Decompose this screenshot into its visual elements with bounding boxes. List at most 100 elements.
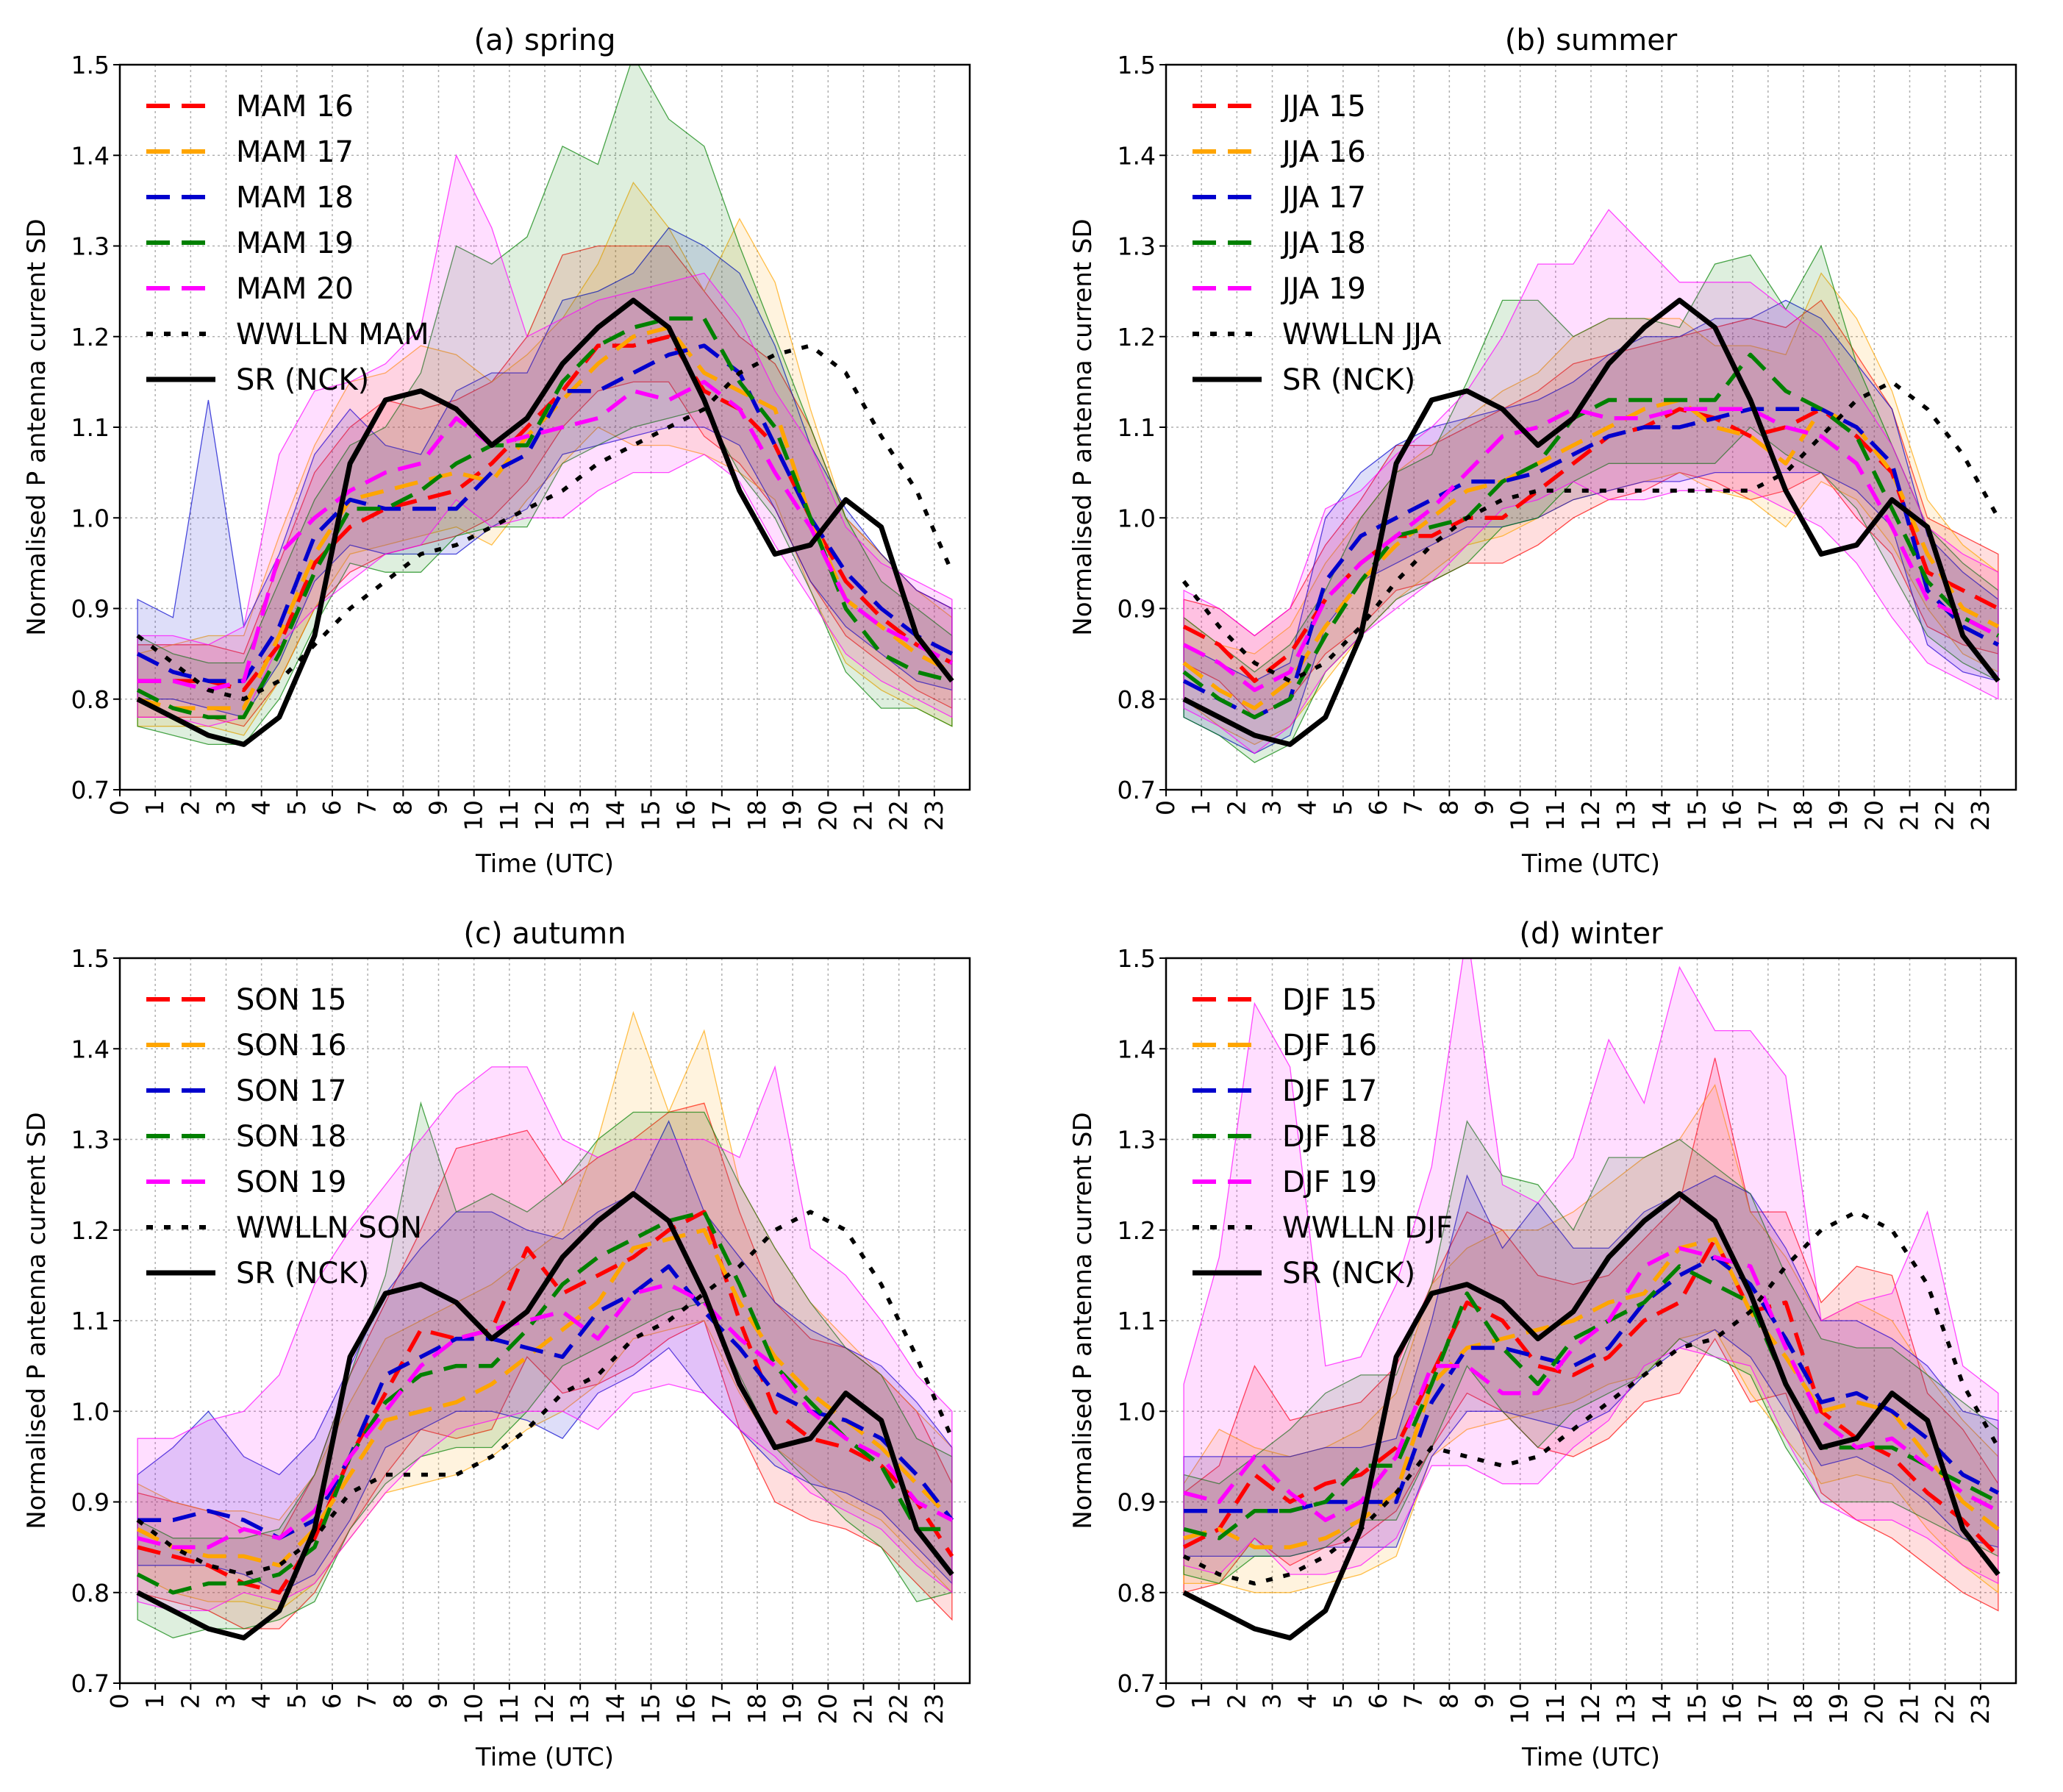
x-tick-label: 6 [318,1693,346,1709]
x-tick-label: 17 [707,800,736,831]
y-tick-label: 1.5 [1118,944,1156,973]
x-tick-label: 2 [1222,800,1251,815]
x-tick-label: 20 [813,1693,842,1724]
x-tick-label: 16 [672,800,701,831]
x-tick-label: 16 [1718,800,1747,831]
y-tick-label: 0.9 [71,595,110,624]
legend: DJF 15 DJF 16 DJF 17 DJF 18 DJF 19 WWLLN DJF S… [1193,983,1453,1291]
y-axis-label: Normalised P antenna current SD [22,1112,51,1529]
legend-label: WWLLN JJA [1282,318,1442,351]
panel-2: 0 1 2 3 4 5 6 7 8 9 10 11 12 13 14 15 16 17 18 19 20 21 22 230.… [1068,24,2017,879]
y-tick-label: 1.5 [71,51,110,79]
legend-label: MAM 20 [236,272,354,306]
x-tick-label: 0 [105,1693,134,1709]
y-tick-label: 0.7 [71,1669,110,1698]
x-tick-label: 18 [743,1693,771,1724]
x-tick-label: 7 [1399,1693,1428,1709]
band-4 [1183,958,1999,1585]
panel-title: (d) winter [1519,917,1663,951]
legend-label: SON 19 [236,1165,346,1199]
y-tick-label: 1.2 [1118,1216,1156,1245]
x-tick-label: 3 [212,1693,240,1709]
legend-label: WWLLN SON [236,1211,422,1245]
x-tick-label: 21 [1895,800,1924,831]
y-tick-label: 1.3 [71,232,110,261]
x-tick-label: 10 [1506,800,1534,831]
series-line-3 [136,1210,952,1595]
x-tick-label: 20 [1859,800,1888,831]
legend-label: SR (NCK) [236,1257,369,1291]
series-line-2 [1182,407,2000,720]
x-tick-label: 5 [1329,1693,1357,1709]
x-tick-label: 13 [1612,800,1640,831]
x-tick-label: 20 [1859,1693,1888,1724]
legend-label: JJA 18 [1280,226,1366,260]
x-tick-label: 1 [140,800,169,815]
x-tick-label: 19 [778,800,807,831]
x-tick-label: 3 [212,800,240,815]
x-tick-label: 19 [778,1693,807,1724]
x-tick-label: 4 [1293,800,1322,815]
x-tick-label: 11 [1541,800,1570,831]
y-tick-label: 1.2 [71,1216,110,1245]
series-line-3 [1182,352,2000,720]
series-line-4 [1182,407,2000,693]
y-tick-label: 1.4 [1118,1035,1156,1063]
series-line-6 [136,297,954,747]
series-line-1 [1182,398,2000,710]
legend-label: SON 16 [236,1029,346,1063]
series-line-1 [1183,1237,2000,1549]
x-tick-label: 1 [1187,1693,1215,1709]
x-tick-label: 12 [1576,800,1605,831]
legend-label: SR (NCK) [236,363,369,397]
x-tick-label: 21 [1895,1693,1924,1724]
x-tick-label: 4 [247,1693,276,1709]
band-3 [137,65,953,746]
x-tick-label: 12 [530,800,559,831]
x-tick-label: 5 [282,1693,311,1709]
x-tick-label: 19 [1824,1693,1853,1724]
x-tick-label: 22 [1931,1693,1959,1724]
x-tick-label: 10 [460,1693,488,1724]
legend: SON 15 SON 16 SON 17 SON 18 SON 19 WWLLN SON S… [146,983,422,1291]
x-tick-label: 10 [460,800,488,831]
panel-4: 0 1 2 3 4 5 6 7 8 9 10 11 12 13 14 15 16 17 18 19 20 21 22 230.… [1068,917,2017,1772]
y-tick-label: 1.2 [1118,323,1156,351]
x-tick-label: 0 [1151,800,1180,815]
x-tick-label: 4 [1293,1693,1322,1709]
x-tick-label: 18 [1789,1693,1817,1724]
plot-area [136,1010,954,1641]
series-line-5 [136,343,954,702]
x-tick-label: 13 [565,800,594,831]
x-tick-label: 16 [672,1693,701,1724]
x-tick-label: 8 [1434,800,1463,815]
series-line-0 [137,1210,954,1595]
plot-area [1181,209,2001,763]
x-tick-label: 12 [530,1693,559,1724]
y-tick-label: 0.7 [1118,1669,1156,1698]
x-tick-label: 11 [495,800,523,831]
y-tick-label: 1.4 [1118,141,1156,170]
y-tick-label: 1.4 [71,1035,110,1063]
grid [119,64,970,790]
series-line-1 [136,1228,954,1568]
x-tick-label: 6 [318,800,346,815]
x-tick-label: 18 [1789,800,1817,831]
x-tick-label: 15 [1683,800,1712,831]
panel-title: (c) autumn [463,917,626,951]
x-tick-label: 13 [565,1693,594,1724]
legend-label: MAM 19 [236,226,354,260]
y-tick-label: 1.4 [71,141,110,170]
series-line-2 [1184,1254,2000,1513]
y-tick-label: 1.0 [1118,1397,1156,1426]
panel-title: (b) summer [1505,24,1678,57]
y-tick-label: 1.0 [71,1397,110,1426]
x-tick-label: 19 [1824,800,1853,831]
y-tick-label: 1.2 [71,323,110,351]
x-tick-label: 11 [495,1693,523,1724]
x-tick-label: 15 [1683,1693,1712,1724]
legend-label: DJF 18 [1282,1120,1377,1154]
x-tick-label: 9 [424,1693,453,1709]
panel-1: 0 1 2 3 4 5 6 7 8 9 10 11 12 13 14 15 16 17 18 19 20 21 22 230.… [22,24,971,879]
